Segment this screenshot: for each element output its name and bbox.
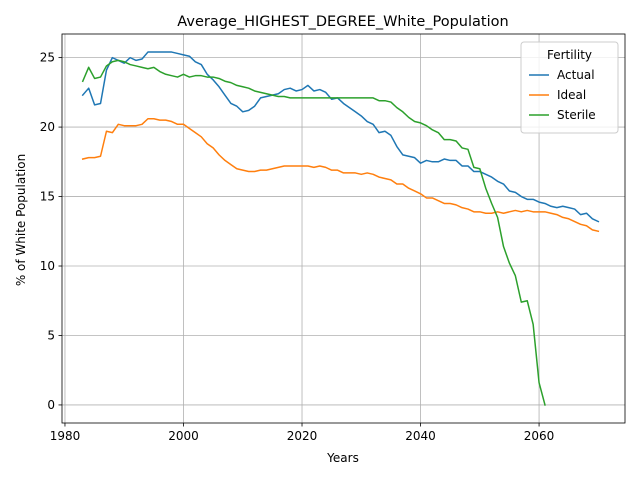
x-tick-label: 2040 (405, 429, 436, 443)
axis-ticks: 1980 2000 2020 2040 2060 0 5 10 15 20 25 (40, 51, 555, 443)
y-tick-label: 10 (40, 259, 55, 273)
series-line-sterile (81, 59, 546, 406)
series-line-actual (81, 51, 600, 223)
y-tick-label: 25 (40, 51, 55, 65)
x-tick-label: 2020 (287, 429, 318, 443)
x-tick-label: 2060 (524, 429, 555, 443)
series-lines (81, 51, 600, 406)
y-tick-label: 15 (40, 190, 55, 204)
legend-label-sterile: Sterile (557, 108, 596, 122)
plot-frame (61, 33, 626, 424)
legend-label-actual: Actual (557, 68, 595, 82)
y-tick-label: 20 (40, 120, 55, 134)
y-tick-label: 5 (47, 328, 55, 342)
x-axis-label: Years (326, 451, 359, 465)
chart-title: Average_HIGHEST_DEGREE_White_Population (177, 14, 508, 30)
y-axis-label: % of White Population (14, 154, 28, 286)
series-line-ideal (81, 118, 600, 233)
legend-label-ideal: Ideal (557, 88, 586, 102)
legend: Fertility Actual Ideal Sterile (520, 41, 619, 134)
legend-box (520, 41, 619, 134)
legend-title: Fertility (547, 48, 592, 62)
y-tick-label: 0 (47, 398, 55, 412)
x-tick-label: 1980 (50, 429, 81, 443)
x-tick-label: 2000 (168, 429, 199, 443)
